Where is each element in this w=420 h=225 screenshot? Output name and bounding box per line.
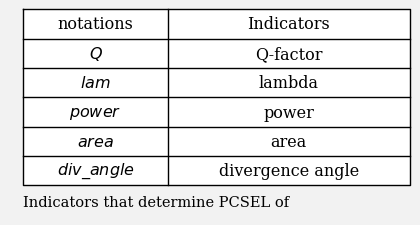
Text: Indicators: Indicators [247,16,330,33]
Text: notations: notations [58,16,134,33]
Text: divergence angle: divergence angle [219,162,359,180]
Text: $div\_angle$: $div\_angle$ [57,161,134,181]
Text: $area$: $area$ [77,133,114,150]
Text: $power$: $power$ [69,104,122,121]
Text: power: power [263,104,314,121]
Text: Indicators that determine PCSEL of: Indicators that determine PCSEL of [23,196,289,209]
Text: area: area [270,133,307,150]
Text: Q-factor: Q-factor [255,45,323,63]
Bar [23,10,410,186]
Text: $Q$: $Q$ [89,45,102,63]
Text: lambda: lambda [259,75,319,92]
Text: $lam$: $lam$ [80,75,111,92]
